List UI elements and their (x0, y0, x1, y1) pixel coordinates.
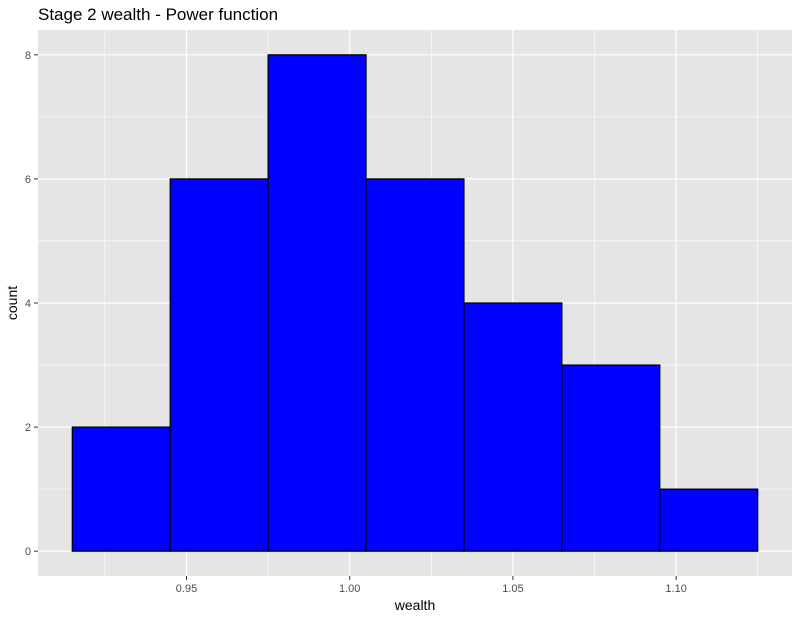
histogram-bar (169, 178, 269, 552)
histogram-bar (463, 302, 563, 552)
x-tick-label: 1.10 (665, 583, 686, 595)
x-tick-label: 1.05 (502, 583, 523, 595)
histogram-bar (365, 178, 465, 552)
x-axis-title: wealth (394, 597, 435, 613)
x-tick-label: 1.00 (339, 583, 360, 595)
histogram-bar (71, 426, 171, 552)
y-axis-title: count (4, 286, 20, 320)
axis-ticks: 0.95 1.00 1.05 1.10 0 2 4 6 8 (25, 50, 687, 595)
histogram-bar (561, 364, 661, 552)
histogram-bar (267, 54, 367, 552)
y-tick-label: 2 (25, 422, 31, 434)
x-tick-label: 0.95 (176, 583, 197, 595)
y-tick-label: 0 (25, 546, 31, 558)
histogram-bars (71, 54, 759, 552)
y-tick-label: 8 (25, 50, 31, 62)
y-tick-label: 4 (25, 298, 31, 310)
y-tick-label: 6 (25, 174, 31, 186)
histogram-bar (659, 488, 759, 552)
chart-title: Stage 2 wealth - Power function (38, 5, 278, 24)
